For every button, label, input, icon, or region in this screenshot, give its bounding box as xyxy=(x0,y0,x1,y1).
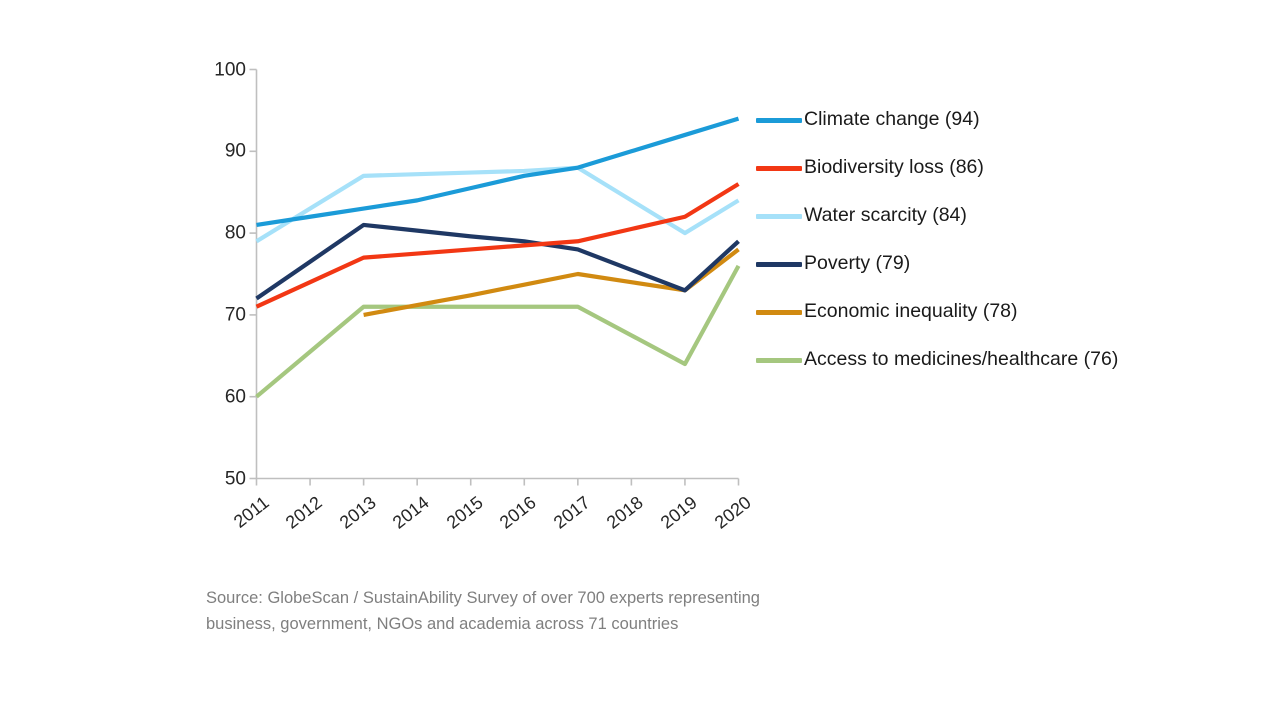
source-note: Source: GlobeScan / SustainAbility Surve… xyxy=(206,586,846,637)
x-axis-tick-label: 2015 xyxy=(442,491,487,533)
series-line xyxy=(255,264,741,399)
legend-line-icon xyxy=(756,117,802,123)
legend-item[interactable]: Biodiversity loss (86) xyxy=(756,144,1256,192)
legend-item[interactable]: Economic inequality (78) xyxy=(756,288,1256,336)
x-axis-tick-label: 2012 xyxy=(281,491,326,533)
legend-item-label: Climate change (94) xyxy=(804,108,980,131)
series-line xyxy=(255,222,740,301)
legend-line-icon xyxy=(756,165,802,171)
y-axis-tick-label: 90 xyxy=(224,140,246,162)
x-axis-tick-label: 2013 xyxy=(335,491,380,533)
legend-item[interactable]: Climate change (94) xyxy=(756,96,1256,144)
x-axis-tick-label: 2018 xyxy=(603,491,648,533)
legend-item[interactable]: Water scarcity (84) xyxy=(756,192,1256,240)
legend-item-label: Water scarcity (84) xyxy=(804,204,967,227)
y-axis-tick-label: 100 xyxy=(214,59,246,80)
source-note-line-1: Source: GlobeScan / SustainAbility Surve… xyxy=(206,589,760,607)
x-axis-tick-label: 2020 xyxy=(710,491,755,533)
axis-lines xyxy=(249,68,740,486)
x-axis-tick-label: 2017 xyxy=(549,491,594,533)
y-axis: 100 90 80 70 60 50 xyxy=(200,0,246,720)
x-axis-tick-label: 2011 xyxy=(229,491,273,532)
legend-line-icon xyxy=(756,309,802,315)
legend-line-icon xyxy=(756,213,802,219)
legend-line-icon xyxy=(756,357,802,363)
x-axis-tick-label: 2016 xyxy=(496,491,540,533)
source-note-line-2: business, government, NGOs and academia … xyxy=(206,614,679,633)
y-axis-tick-label: 60 xyxy=(224,386,246,408)
series-line xyxy=(255,182,740,309)
chart-legend: Climate change (94) Biodiversity loss (86… xyxy=(756,96,1256,384)
y-axis-tick-label: 80 xyxy=(224,222,246,244)
legend-item-label: Access to medicines/healthcare (76) xyxy=(804,348,1119,371)
series-line xyxy=(255,165,740,244)
x-axis-tick-label: 2014 xyxy=(388,491,433,533)
legend-item-label: Economic inequality (78) xyxy=(804,300,1018,323)
legend-item-label: Poverty (79) xyxy=(804,252,911,275)
x-axis-tick-label: 2019 xyxy=(656,491,701,533)
legend-item[interactable]: Poverty (79) xyxy=(756,240,1256,288)
y-axis-tick-label: 70 xyxy=(224,304,246,326)
series-line xyxy=(256,116,740,227)
legend-item-label: Biodiversity loss (86) xyxy=(804,156,984,179)
y-axis-tick-label: 50 xyxy=(224,468,246,489)
legend-line-icon xyxy=(756,261,802,267)
legend-item[interactable]: Access to medicines/healthcare (76) xyxy=(756,336,1256,384)
